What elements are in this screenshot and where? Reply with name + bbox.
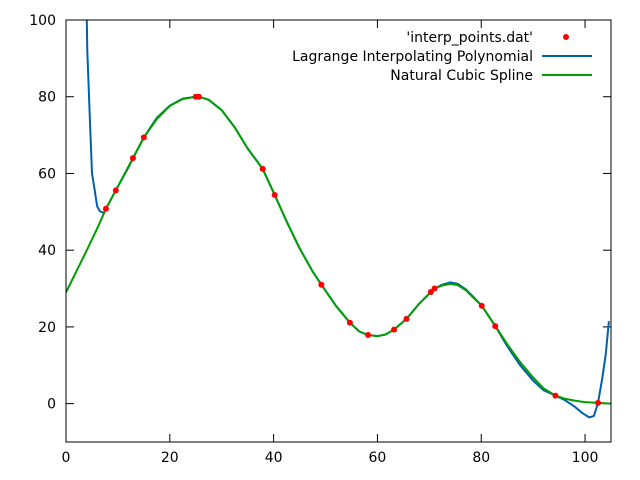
- data-point: [129, 155, 136, 162]
- data-point: [595, 399, 602, 406]
- data-point: [140, 134, 147, 141]
- data-point: [403, 315, 410, 322]
- plot-border: [65, 19, 612, 443]
- x-tick-label: 20: [161, 450, 179, 466]
- axis-ticks: 0 20 40 60 80 100 0 20 40 60 80 100: [29, 13, 611, 466]
- series-points: [102, 93, 602, 406]
- y-tick-label: 60: [38, 166, 56, 182]
- data-point: [318, 281, 325, 288]
- legend-label-1: Lagrange Interpolating Polynomial: [292, 49, 533, 65]
- y-tick-label: 100: [29, 13, 56, 29]
- data-point: [112, 187, 119, 194]
- y-tick-label: 40: [38, 243, 56, 259]
- legend: 'interp_points.dat' Lagrange Interpolatin…: [292, 30, 592, 84]
- data-point: [195, 93, 202, 100]
- data-point: [431, 285, 438, 292]
- series-line-2: [66, 95, 611, 405]
- x-tick-label: 0: [62, 450, 71, 466]
- data-point: [259, 165, 266, 172]
- data-point: [552, 392, 559, 399]
- legend-label-2: Natural Cubic Spline: [390, 68, 533, 84]
- y-tick-label: 80: [38, 90, 56, 106]
- data-point: [102, 205, 109, 212]
- x-tick-label: 100: [572, 450, 599, 466]
- y-tick-label: 0: [47, 397, 56, 413]
- data-point: [478, 302, 485, 309]
- data-point: [391, 326, 398, 333]
- legend-symbol-0: [563, 34, 569, 40]
- x-tick-label: 60: [369, 450, 387, 466]
- series-lines: [66, 20, 611, 419]
- legend-label-0: 'interp_points.dat': [406, 30, 533, 46]
- data-point: [365, 331, 372, 338]
- x-tick-label: 80: [472, 450, 490, 466]
- y-tick-label: 20: [38, 320, 56, 336]
- data-point: [492, 323, 499, 330]
- x-tick-label: 40: [265, 450, 283, 466]
- data-point: [346, 319, 353, 326]
- data-point: [271, 191, 278, 198]
